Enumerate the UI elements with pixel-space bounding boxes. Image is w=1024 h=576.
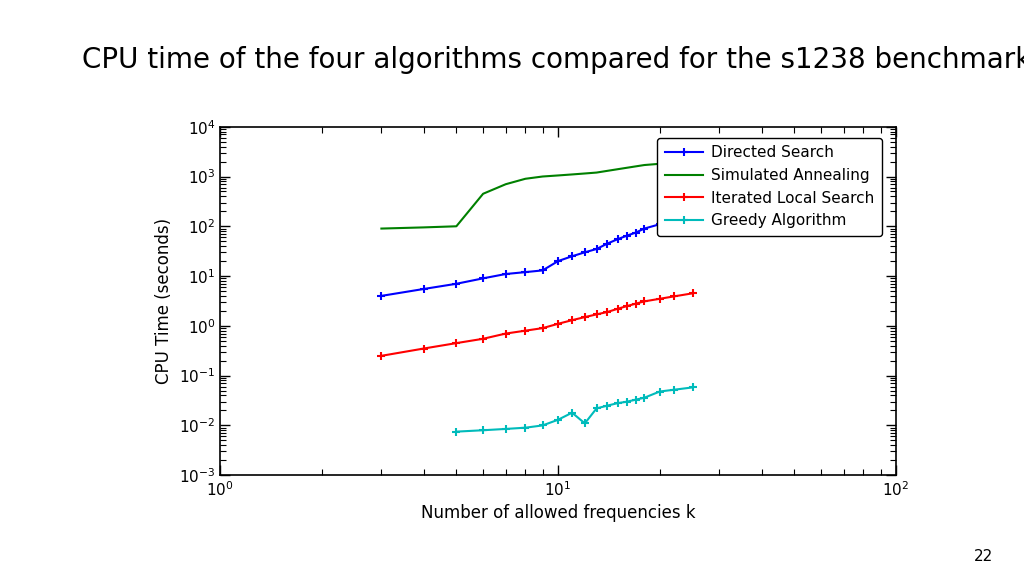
Iterated Local Search: [630, 300, 642, 307]
Iterated Local Search: [638, 298, 650, 305]
Iterated Local Search: [477, 335, 489, 342]
Iterated Local Search: [566, 317, 579, 324]
Line: Greedy Algorithm: Greedy Algorithm: [453, 383, 696, 436]
Text: 22: 22: [974, 550, 993, 564]
Directed Search: [500, 271, 512, 278]
Greedy Algorithm: [686, 384, 698, 391]
Simulated Annealing: [519, 175, 531, 182]
Directed Search: [621, 232, 633, 239]
Line: Simulated Annealing: Simulated Annealing: [381, 161, 692, 229]
Directed Search: [601, 240, 613, 247]
Greedy Algorithm: [566, 410, 579, 416]
Iterated Local Search: [611, 305, 624, 312]
Simulated Annealing: [653, 160, 666, 167]
Iterated Local Search: [418, 345, 430, 352]
Greedy Algorithm: [653, 388, 666, 395]
Iterated Local Search: [591, 311, 603, 318]
Greedy Algorithm: [519, 425, 531, 431]
Directed Search: [375, 293, 387, 300]
Greedy Algorithm: [611, 400, 624, 407]
Line: Iterated Local Search: Iterated Local Search: [377, 289, 696, 360]
Greedy Algorithm: [537, 422, 549, 429]
Greedy Algorithm: [500, 426, 512, 433]
Greedy Algorithm: [630, 396, 642, 403]
Iterated Local Search: [579, 313, 591, 320]
Simulated Annealing: [500, 181, 512, 188]
Directed Search: [519, 268, 531, 275]
Directed Search: [552, 257, 564, 264]
Greedy Algorithm: [552, 416, 564, 423]
Simulated Annealing: [579, 170, 591, 177]
Iterated Local Search: [375, 353, 387, 359]
Directed Search: [418, 286, 430, 293]
Simulated Annealing: [537, 173, 549, 180]
Iterated Local Search: [537, 325, 549, 332]
Simulated Annealing: [601, 168, 613, 175]
Simulated Annealing: [552, 172, 564, 179]
Line: Directed Search: Directed Search: [377, 211, 696, 300]
Simulated Annealing: [591, 169, 603, 176]
Directed Search: [686, 211, 698, 218]
Greedy Algorithm: [451, 428, 463, 435]
Simulated Annealing: [566, 171, 579, 178]
Iterated Local Search: [451, 340, 463, 347]
Simulated Annealing: [621, 164, 633, 171]
Text: CPU time of the four algorithms compared for the s1238 benchmark: CPU time of the four algorithms compared…: [82, 46, 1024, 74]
Y-axis label: CPU Time (seconds): CPU Time (seconds): [156, 218, 173, 384]
Greedy Algorithm: [591, 405, 603, 412]
Iterated Local Search: [519, 327, 531, 334]
Directed Search: [591, 245, 603, 252]
Iterated Local Search: [601, 309, 613, 316]
Directed Search: [611, 236, 624, 242]
Iterated Local Search: [621, 302, 633, 309]
Iterated Local Search: [668, 293, 680, 300]
Directed Search: [477, 275, 489, 282]
Iterated Local Search: [653, 295, 666, 302]
Directed Search: [566, 253, 579, 260]
Directed Search: [537, 267, 549, 274]
Iterated Local Search: [686, 290, 698, 297]
Greedy Algorithm: [668, 386, 680, 393]
Greedy Algorithm: [601, 402, 613, 409]
Simulated Annealing: [451, 223, 463, 230]
Directed Search: [630, 229, 642, 236]
Directed Search: [638, 225, 650, 232]
Directed Search: [653, 221, 666, 228]
Legend: Directed Search, Simulated Annealing, Iterated Local Search, Greedy Algorithm: Directed Search, Simulated Annealing, It…: [657, 138, 882, 236]
Simulated Annealing: [375, 225, 387, 232]
Greedy Algorithm: [621, 398, 633, 405]
Greedy Algorithm: [638, 394, 650, 401]
Simulated Annealing: [668, 159, 680, 166]
Directed Search: [579, 249, 591, 256]
Simulated Annealing: [686, 158, 698, 165]
Directed Search: [668, 215, 680, 222]
Simulated Annealing: [418, 224, 430, 231]
Directed Search: [451, 281, 463, 287]
Simulated Annealing: [630, 163, 642, 170]
X-axis label: Number of allowed frequencies k: Number of allowed frequencies k: [421, 505, 695, 522]
Iterated Local Search: [552, 320, 564, 327]
Iterated Local Search: [500, 330, 512, 337]
Simulated Annealing: [611, 166, 624, 173]
Simulated Annealing: [477, 190, 489, 197]
Greedy Algorithm: [579, 420, 591, 427]
Greedy Algorithm: [477, 427, 489, 434]
Simulated Annealing: [638, 162, 650, 169]
